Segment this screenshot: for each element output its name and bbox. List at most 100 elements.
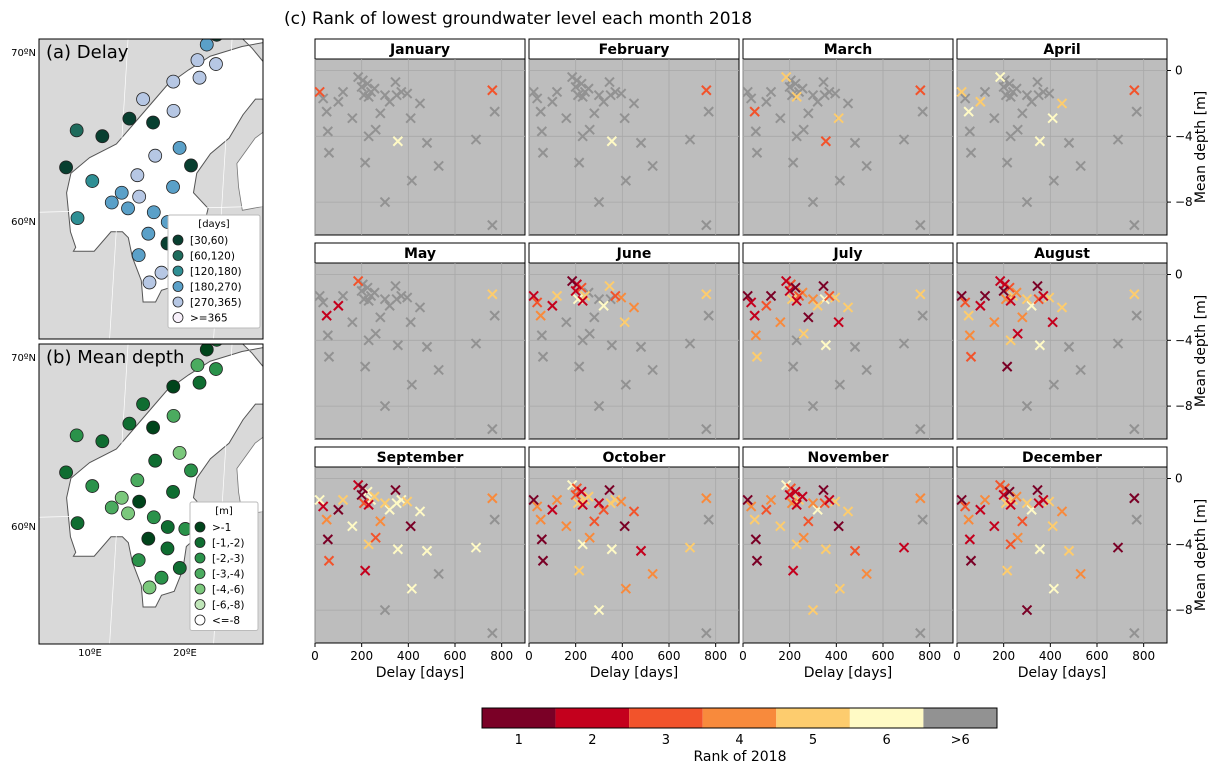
- x-tick-label: 200: [564, 649, 587, 663]
- x-tick-label: 0: [525, 649, 533, 663]
- data-point: [628, 98, 640, 109]
- data-point: [537, 351, 549, 362]
- data-point: [547, 300, 558, 311]
- data-point: [551, 86, 563, 98]
- data-point: [1048, 583, 1060, 594]
- data-point: [1043, 496, 1055, 507]
- data-point: [1021, 196, 1033, 208]
- data-point: [701, 627, 712, 639]
- station-marker: [199, 39, 214, 52]
- data-point: [583, 83, 594, 94]
- data-point: [487, 289, 498, 300]
- x-axis-label: Delay [days]: [590, 665, 679, 681]
- x-tick-label: 400: [611, 649, 634, 663]
- data-point: [528, 494, 539, 506]
- data-point: [375, 516, 386, 527]
- data-point: [979, 494, 991, 506]
- map-frame: [38, 38, 264, 340]
- data-point: [1131, 310, 1142, 321]
- data-point: [703, 106, 714, 117]
- data-point: [791, 131, 802, 142]
- colorbar-segment: [776, 708, 850, 728]
- legend-title: [days]: [198, 219, 230, 230]
- panel-april: April 0 −4 −8 Mean depth [m]: [956, 38, 1209, 236]
- data-point: [917, 514, 928, 525]
- data-point: [1112, 134, 1124, 145]
- data-point: [323, 555, 335, 566]
- data-point: [619, 521, 630, 532]
- x-axis-label: Delay [days]: [804, 665, 893, 681]
- data-point: [829, 88, 841, 99]
- y-tick-label: −8: [1175, 603, 1193, 617]
- data-point: [333, 504, 344, 515]
- data-point: [775, 317, 786, 328]
- panel-november: November 0 200 400 600 800 Delay [days]: [739, 446, 954, 681]
- data-point: [1131, 106, 1142, 117]
- data-point: [635, 341, 647, 353]
- data-point: [421, 545, 433, 557]
- data-point: [620, 175, 632, 186]
- data-point: [745, 93, 757, 104]
- data-point: [824, 290, 835, 302]
- data-point: [352, 275, 364, 287]
- station-marker: [136, 397, 150, 412]
- data-point: [1056, 98, 1068, 109]
- data-point: [818, 280, 829, 292]
- data-point: [701, 85, 712, 96]
- station-marker: [160, 541, 175, 556]
- data-point: [375, 312, 386, 323]
- legend-marker: [172, 296, 184, 308]
- legend-label: [180,270): [190, 282, 242, 294]
- plot-area: [956, 262, 1168, 440]
- data-point: [765, 86, 777, 98]
- data-point: [749, 514, 760, 525]
- data-point: [833, 521, 844, 532]
- station-marker: [59, 465, 73, 480]
- data-point: [807, 196, 819, 208]
- data-point: [593, 400, 605, 412]
- data-point: [818, 76, 829, 88]
- data-point: [833, 317, 844, 328]
- map-title: (b) Mean depth: [46, 347, 184, 368]
- x-tick-label: 800: [704, 649, 727, 663]
- data-point: [593, 604, 605, 616]
- data-point: [834, 175, 846, 186]
- data-point: [598, 504, 609, 515]
- plot-area: [742, 58, 954, 236]
- data-point: [775, 113, 786, 124]
- station-marker: [148, 148, 163, 163]
- y-axis-label: Mean depth [m]: [1193, 295, 1209, 407]
- data-point: [606, 136, 618, 147]
- data-point: [750, 534, 762, 545]
- lat-label: 60ºN: [11, 217, 36, 228]
- y-tick-label: −4: [1175, 129, 1193, 143]
- legend-label: >=365: [190, 313, 228, 325]
- station-marker: [166, 379, 181, 394]
- data-point: [583, 491, 594, 502]
- station-marker: [146, 115, 160, 130]
- data-point: [604, 76, 615, 88]
- data-point: [598, 300, 609, 311]
- data-point: [898, 542, 910, 553]
- data-point: [965, 351, 977, 362]
- data-point: [1001, 361, 1013, 372]
- data-point: [861, 364, 872, 376]
- legend-marker: [194, 552, 206, 564]
- station-marker: [85, 479, 100, 493]
- data-point: [379, 89, 391, 101]
- data-point: [537, 147, 549, 158]
- data-point: [797, 83, 808, 94]
- station-marker: [70, 516, 85, 530]
- data-point: [1017, 516, 1028, 527]
- map-mean-depth: (b) Mean depth 70ºN 60ºN 10ºE 20ºE [m] >-1 [-1,…: [11, 343, 264, 659]
- data-point: [406, 379, 418, 390]
- station-marker: [132, 494, 147, 509]
- data-point: [1021, 604, 1033, 616]
- station-marker: [121, 201, 135, 216]
- data-point: [975, 504, 986, 515]
- data-point: [535, 106, 546, 117]
- data-point: [628, 302, 640, 313]
- panel-title: April: [1043, 42, 1080, 58]
- data-point: [842, 302, 854, 313]
- data-point: [1021, 89, 1033, 101]
